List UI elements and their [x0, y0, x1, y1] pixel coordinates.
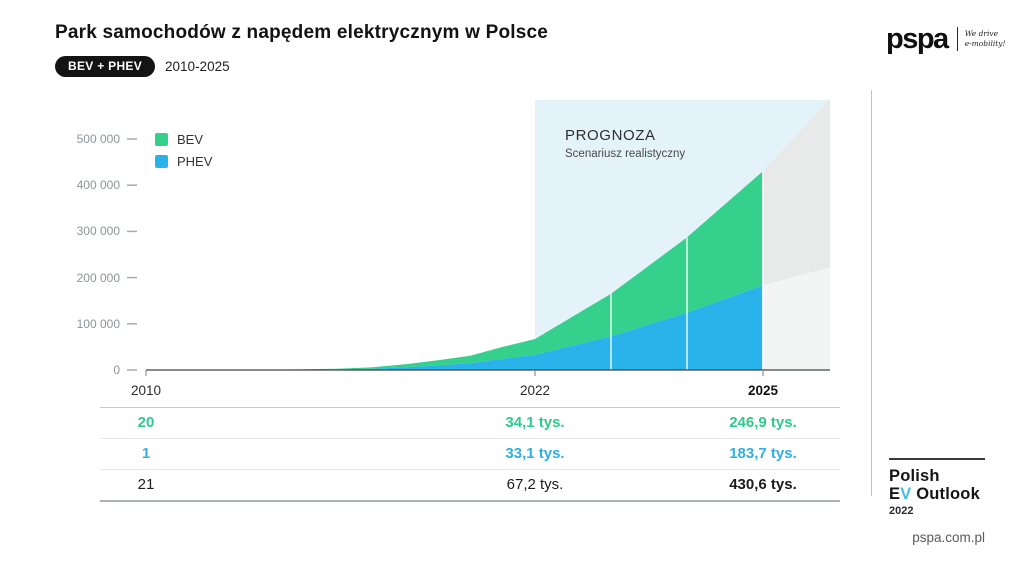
legend-label-phev: PHEV: [177, 154, 213, 169]
logo-tagline: We drive e-mobility!: [965, 29, 1006, 49]
table-cell: 21: [137, 476, 155, 493]
bev-area: [146, 171, 763, 370]
report-e: E: [889, 485, 901, 503]
forecast-annotation: PROGNOZA Scenariusz realistyczny: [565, 127, 685, 160]
table-cell: 430,6 tys.: [729, 476, 797, 493]
beyond-2025-upper-area: [763, 99, 830, 286]
table-row-bev: 20 34,1 tys. 246,9 tys.: [100, 408, 840, 439]
report-title-line2: EV Outlook: [889, 485, 985, 503]
table-cell: 1: [141, 445, 151, 462]
legend-item-bev: BEV: [155, 132, 212, 147]
x-axis-tick-label: 2025: [747, 383, 779, 398]
vertical-divider: [871, 90, 872, 496]
tagline-line1: We drive: [964, 29, 999, 39]
table-cell: 34,1 tys.: [505, 414, 565, 431]
legend-item-phev: PHEV: [155, 154, 212, 169]
website-url: pspa.com.pl: [912, 530, 985, 545]
phev-swatch-icon: [155, 155, 168, 168]
y-axis-tick-label: 500 000: [76, 132, 120, 146]
chart-legend: BEV PHEV: [155, 132, 212, 176]
tagline-line2: e-mobility!: [964, 39, 1006, 48]
y-axis-tick-label: 300 000: [76, 224, 120, 239]
x-axis-tick-label: 2010: [130, 383, 162, 398]
beyond-2025-lower-area: [763, 267, 830, 370]
y-axis-tick-label: 400 000: [76, 178, 120, 193]
table-cell: 67,2 tys.: [506, 476, 564, 493]
logo-divider: [956, 27, 958, 51]
table-cell: 33,1 tys.: [505, 445, 565, 462]
table-row-phev: 1 33,1 tys. 183,7 tys.: [100, 439, 840, 470]
pspa-logo: pspa We drive e-mobility!: [886, 24, 1006, 54]
page-title: Park samochodów z napędem elektrycznym w…: [55, 22, 549, 43]
forecast-title: PROGNOZA: [565, 127, 656, 144]
y-axis-tick-label: 0: [113, 363, 120, 377]
bev-swatch-icon: [155, 133, 168, 146]
brand-rule: [889, 458, 985, 460]
x-axis-tick-label: 2022: [519, 383, 551, 398]
legend-label-bev: BEV: [177, 132, 204, 147]
forecast-subtitle: Scenariusz realistyczny: [565, 148, 686, 160]
phev-area: [146, 285, 763, 370]
table-row-total: 21 67,2 tys. 430,6 tys.: [100, 470, 840, 502]
table-cell: 183,7 tys.: [729, 445, 797, 462]
y-axis-tick-label: 100 000: [76, 316, 120, 331]
period-label: 2010-2025: [165, 59, 230, 74]
table-cell: 20: [137, 414, 155, 431]
report-v-accent: V: [900, 485, 912, 503]
y-axis-tick-label: 200 000: [76, 270, 120, 285]
table-cell: 246,9 tys.: [729, 414, 797, 431]
subtitle-row: BEV + PHEV 2010-2025: [55, 56, 230, 77]
report-rest: Outlook: [911, 485, 980, 503]
values-table: 20 34,1 tys. 246,9 tys. 1 33,1 tys. 183,…: [100, 407, 840, 502]
report-brand: Polish EV Outlook 2022: [889, 458, 985, 517]
report-year: 2022: [889, 505, 914, 517]
report-title-line1: Polish: [889, 467, 940, 485]
pspa-wordmark: pspa: [886, 23, 949, 55]
bev-phev-badge: BEV + PHEV: [55, 56, 156, 77]
